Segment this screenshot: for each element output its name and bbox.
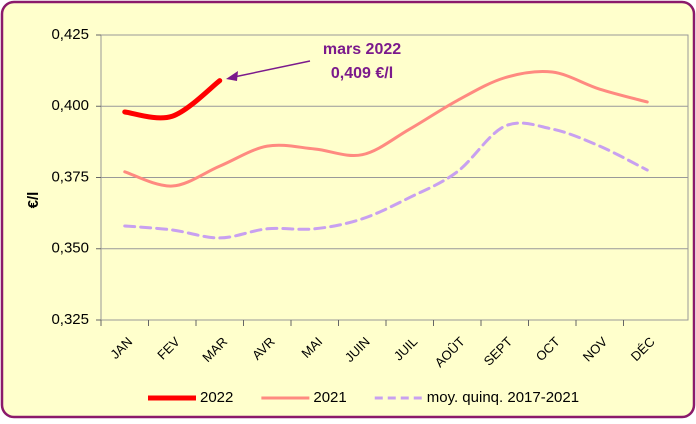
series-line [122,78,223,121]
series-line [123,69,649,188]
y-tick-label: 0,325 [51,311,89,328]
y-axis-label: €/l [25,192,42,209]
annotation: 0,409 €/l [331,65,393,82]
annotation-arrow [233,60,311,78]
y-tick-label: 0,425 [51,26,89,43]
y-tick-label: 0,400 [51,97,89,114]
annotation: mars 2022 [323,41,401,58]
legend-label: 2022 [200,389,233,406]
legend-label: 2021 [313,389,346,406]
series-line [123,121,649,240]
y-tick-label: 0,375 [51,168,89,185]
y-tick-label: 0,350 [51,240,89,257]
annotation-arrowhead [226,71,238,81]
legend-label: moy. quinq. 2017-2021 [427,389,579,406]
